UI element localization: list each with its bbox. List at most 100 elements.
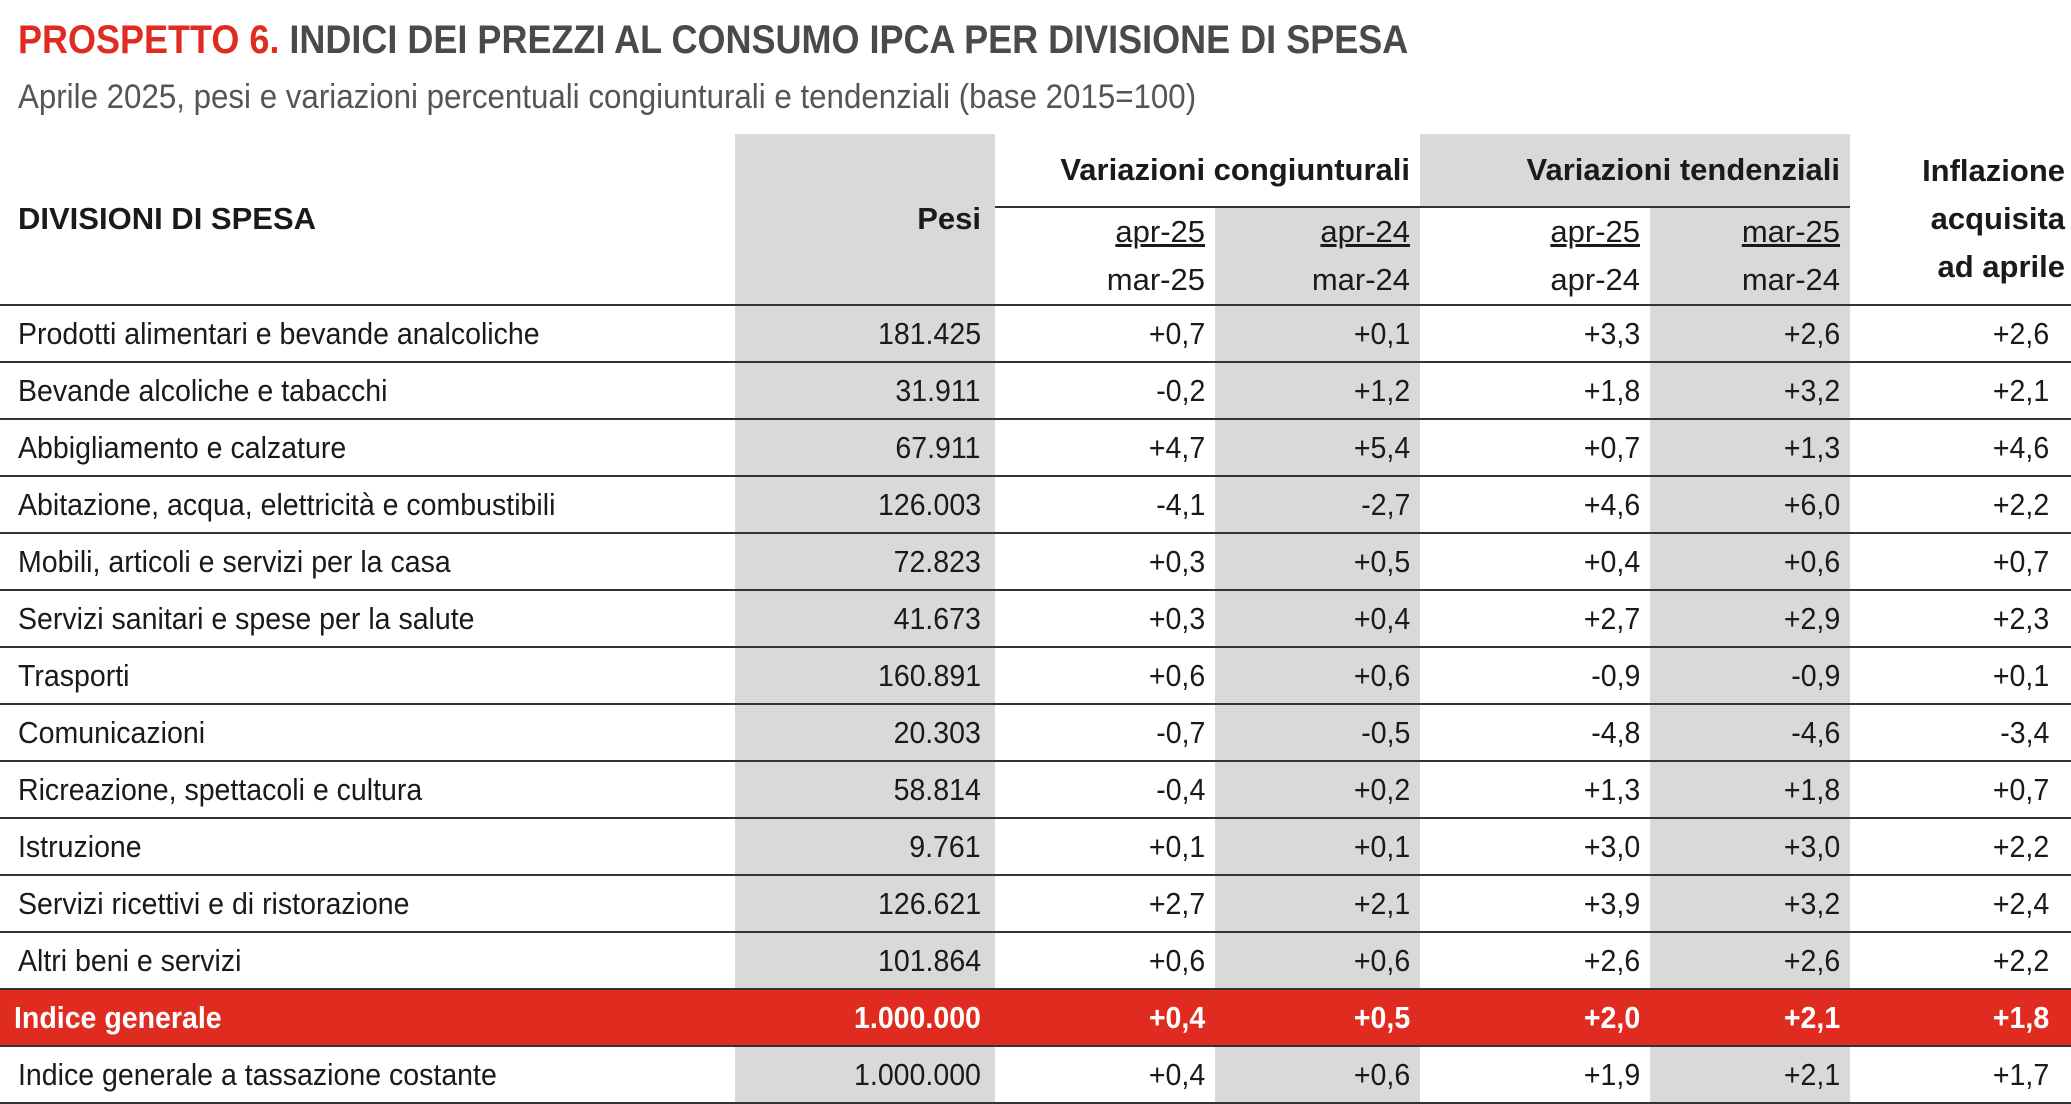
cell-cong-apr24-mar24: +5,4 — [1215, 419, 1421, 477]
table-row-indice-generale: Indice generale 1.000.000 +0,4 +0,5 +2,0 +2,1… — [0, 989, 2071, 1047]
cell-tend-apr25-apr24: +1,3 — [1420, 761, 1651, 819]
cell-divisione: Indice generale — [0, 989, 735, 1047]
table-row: Abbigliamento e calzature 67.911 +4,7 +5,4 +… — [0, 419, 2071, 477]
cell-tend-mar25-mar24: +2,6 — [1650, 305, 1851, 363]
cell-tend-apr25-apr24: +1,9 — [1420, 1046, 1651, 1104]
cell-tend-mar25-mar24: +2,1 — [1650, 1046, 1851, 1104]
cell-pesi: 126.003 — [735, 476, 995, 534]
cell-cong-apr24-mar24: -2,7 — [1215, 476, 1421, 534]
cell-cong-apr24-mar24: -0,5 — [1215, 704, 1421, 762]
table-row: Comunicazioni 20.303 -0,7 -0,5 -4,8 -4,6 -3,4 — [0, 704, 2071, 762]
cell-divisione: Prodotti alimentari e bevande analcolich… — [0, 305, 735, 363]
cell-tend-mar25-mar24: +3,2 — [1650, 362, 1851, 420]
cell-cong-apr24-mar24: +0,2 — [1215, 761, 1421, 819]
cell-tend-mar25-mar24: +1,8 — [1650, 761, 1851, 819]
cell-cong-apr24-mar24: +0,4 — [1215, 590, 1421, 648]
header-period-4: mar-25 mar-24 — [1650, 207, 1851, 306]
cell-pesi: 9.761 — [735, 818, 995, 876]
cell-tend-mar25-mar24: +6,0 — [1650, 476, 1851, 534]
cell-inflazione-acquisita: +0,7 — [1850, 761, 2071, 819]
table-row: Bevande alcoliche e tabacchi 31.911 -0,2 +1… — [0, 362, 2071, 420]
cell-inflazione-acquisita: +2,4 — [1850, 875, 2071, 933]
cell-divisione: Istruzione — [0, 818, 735, 876]
table-row: Abitazione, acqua, elettricità e combust… — [0, 476, 2071, 534]
cell-tend-mar25-mar24: +0,6 — [1650, 533, 1851, 591]
cell-tend-apr25-apr24: +3,0 — [1420, 818, 1651, 876]
cell-tend-apr25-apr24: +3,9 — [1420, 875, 1651, 933]
cell-tend-mar25-mar24: +3,0 — [1650, 818, 1851, 876]
cell-inflazione-acquisita: +4,6 — [1850, 419, 2071, 477]
header-inflazione: Inflazione acquisita ad aprile — [1850, 134, 2071, 306]
cell-cong-apr24-mar24: +0,5 — [1215, 533, 1421, 591]
cell-cong-apr24-mar24: +1,2 — [1215, 362, 1421, 420]
cell-tend-mar25-mar24: +2,1 — [1650, 989, 1851, 1047]
cell-cong-apr24-mar24: +2,1 — [1215, 875, 1421, 933]
cell-cong-apr24-mar24: +0,6 — [1215, 932, 1421, 990]
cell-pesi: 1.000.000 — [735, 1046, 995, 1104]
cell-cong-apr25-mar25: +0,4 — [995, 1046, 1215, 1104]
cell-tend-mar25-mar24: +1,3 — [1650, 419, 1851, 477]
cell-cong-apr25-mar25: -0,7 — [995, 704, 1215, 762]
table-row: Mobili, articoli e servizi per la casa 72… — [0, 533, 2071, 591]
cell-tend-apr25-apr24: +2,0 — [1420, 989, 1651, 1047]
cell-inflazione-acquisita: +2,2 — [1850, 932, 2071, 990]
cell-pesi: 72.823 — [735, 533, 995, 591]
header-congiunturali: Variazioni congiunturali — [995, 134, 1421, 208]
header-period-2: apr-24 mar-24 — [1215, 207, 1421, 306]
cell-divisione: Comunicazioni — [0, 704, 735, 762]
cell-divisione: Trasporti — [0, 647, 735, 705]
cell-divisione: Ricreazione, spettacoli e cultura — [0, 761, 735, 819]
cell-divisione: Indice generale a tassazione costante — [0, 1046, 735, 1104]
cell-divisione: Abitazione, acqua, elettricità e combust… — [0, 476, 735, 534]
cell-cong-apr25-mar25: +0,4 — [995, 989, 1215, 1047]
cell-inflazione-acquisita: +0,1 — [1850, 647, 2071, 705]
cell-cong-apr25-mar25: +2,7 — [995, 875, 1215, 933]
cell-inflazione-acquisita: -3,4 — [1850, 704, 2071, 762]
cell-tend-mar25-mar24: +3,2 — [1650, 875, 1851, 933]
cell-cong-apr24-mar24: +0,5 — [1215, 989, 1421, 1047]
cell-inflazione-acquisita: +2,2 — [1850, 818, 2071, 876]
cell-cong-apr25-mar25: +0,3 — [995, 590, 1215, 648]
cell-cong-apr24-mar24: +0,6 — [1215, 1046, 1421, 1104]
cell-inflazione-acquisita: +2,3 — [1850, 590, 2071, 648]
data-table: DIVISIONI DI SPESA Pesi Variazioni congi… — [0, 134, 2071, 1104]
page-title: PROSPETTO 6. INDICI DEI PREZZI AL CONSUM… — [18, 18, 1408, 63]
cell-cong-apr25-mar25: +0,7 — [995, 305, 1215, 363]
cell-inflazione-acquisita: +2,1 — [1850, 362, 2071, 420]
table-row: Altri beni e servizi 101.864 +0,6 +0,6 +2,6 +… — [0, 932, 2071, 990]
cell-pesi: 160.891 — [735, 647, 995, 705]
header-divisioni: DIVISIONI DI SPESA — [0, 134, 735, 306]
cell-inflazione-acquisita: +1,7 — [1850, 1046, 2071, 1104]
cell-tend-apr25-apr24: +1,8 — [1420, 362, 1651, 420]
cell-cong-apr25-mar25: +4,7 — [995, 419, 1215, 477]
table-row: Istruzione 9.761 +0,1 +0,1 +3,0 +3,0 +2,2 — [0, 818, 2071, 876]
header-period-3: apr-25 apr-24 — [1420, 207, 1651, 306]
cell-pesi: 41.673 — [735, 590, 995, 648]
cell-tend-apr25-apr24: +2,7 — [1420, 590, 1651, 648]
cell-pesi: 58.814 — [735, 761, 995, 819]
header-pesi: Pesi — [735, 134, 995, 306]
header-tendenziali: Variazioni tendenziali — [1420, 134, 1851, 208]
table-row: Indice generale a tassazione costante 1.0… — [0, 1046, 2071, 1104]
table-row: Prodotti alimentari e bevande analcolich… — [0, 305, 2071, 363]
cell-inflazione-acquisita: +0,7 — [1850, 533, 2071, 591]
cell-pesi: 20.303 — [735, 704, 995, 762]
cell-pesi: 1.000.000 — [735, 989, 995, 1047]
table-row: Ricreazione, spettacoli e cultura 58.814-… — [0, 761, 2071, 819]
cell-tend-apr25-apr24: +2,6 — [1420, 932, 1651, 990]
title-rest: INDICI DEI PREZZI AL CONSUMO IPCA PER DI… — [289, 18, 1409, 62]
cell-tend-apr25-apr24: -4,8 — [1420, 704, 1651, 762]
cell-divisione: Altri beni e servizi — [0, 932, 735, 990]
table-row: Servizi ricettivi e di ristorazione 126.6… — [0, 875, 2071, 933]
cell-divisione: Mobili, articoli e servizi per la casa — [0, 533, 735, 591]
cell-tend-apr25-apr24: +3,3 — [1420, 305, 1651, 363]
page-subtitle: Aprile 2025, pesi e variazioni percentua… — [18, 78, 1197, 116]
cell-tend-apr25-apr24: +0,7 — [1420, 419, 1651, 477]
cell-cong-apr25-mar25: -4,1 — [995, 476, 1215, 534]
data-table-wrap: DIVISIONI DI SPESA Pesi Variazioni congi… — [0, 134, 2071, 1104]
cell-divisione: Bevande alcoliche e tabacchi — [0, 362, 735, 420]
cell-pesi: 101.864 — [735, 932, 995, 990]
cell-cong-apr25-mar25: -0,2 — [995, 362, 1215, 420]
cell-cong-apr25-mar25: +0,3 — [995, 533, 1215, 591]
cell-pesi: 126.621 — [735, 875, 995, 933]
